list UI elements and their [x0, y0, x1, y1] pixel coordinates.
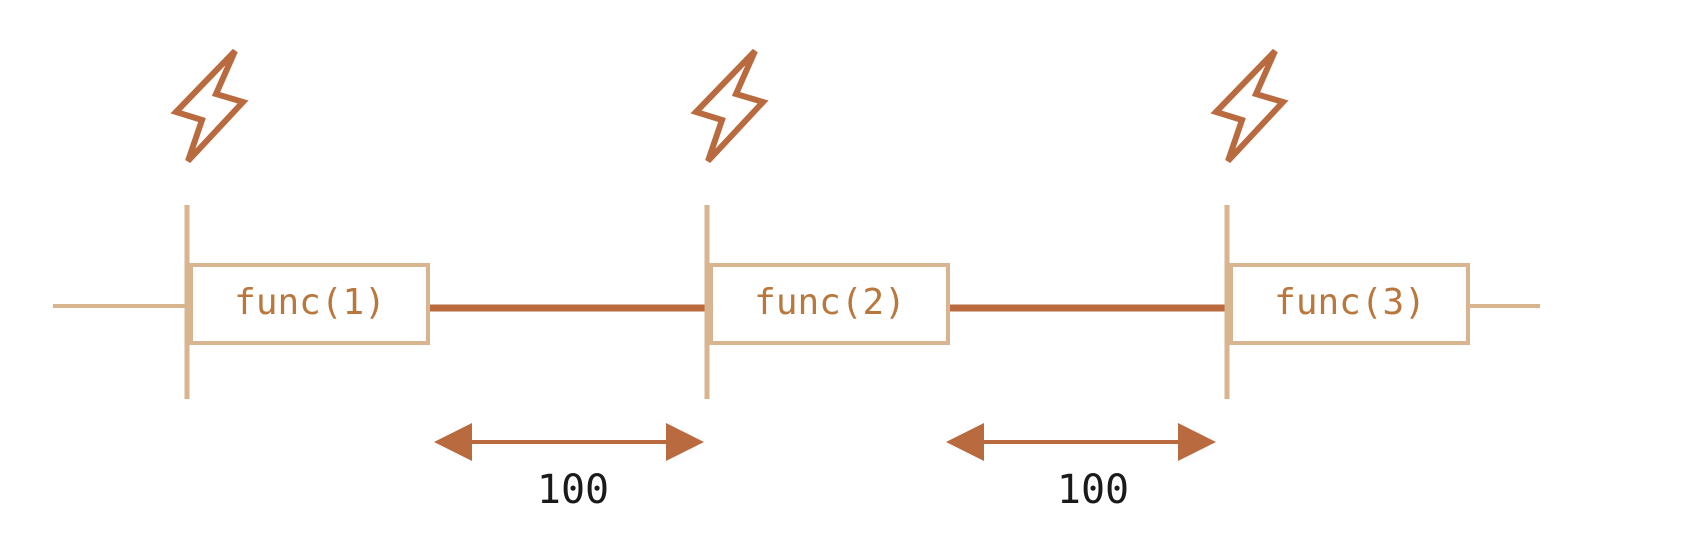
delay-arrow: 100 [434, 423, 704, 513]
delay-label: 100 [537, 467, 609, 513]
arrow-right-icon [1178, 423, 1216, 461]
call-group: func(3) [1210, 48, 1470, 399]
delay-arrow: 100 [946, 423, 1216, 513]
call-label: func(1) [234, 282, 386, 323]
lightning-bolt-icon [690, 48, 769, 164]
call-box [189, 263, 430, 345]
call-group: func(2) [690, 48, 950, 399]
call-box [709, 263, 950, 345]
arrow-left-icon [434, 423, 472, 461]
lightning-bolt-icon [170, 48, 249, 164]
call-box [1229, 263, 1470, 345]
lightning-bolt-icon [1210, 48, 1289, 164]
delay-label: 100 [1057, 467, 1129, 513]
call-label: func(2) [754, 282, 906, 323]
arrow-left-icon [946, 423, 984, 461]
arrow-right-icon [666, 423, 704, 461]
call-label: func(3) [1274, 282, 1426, 323]
call-group: func(1) [170, 48, 430, 399]
